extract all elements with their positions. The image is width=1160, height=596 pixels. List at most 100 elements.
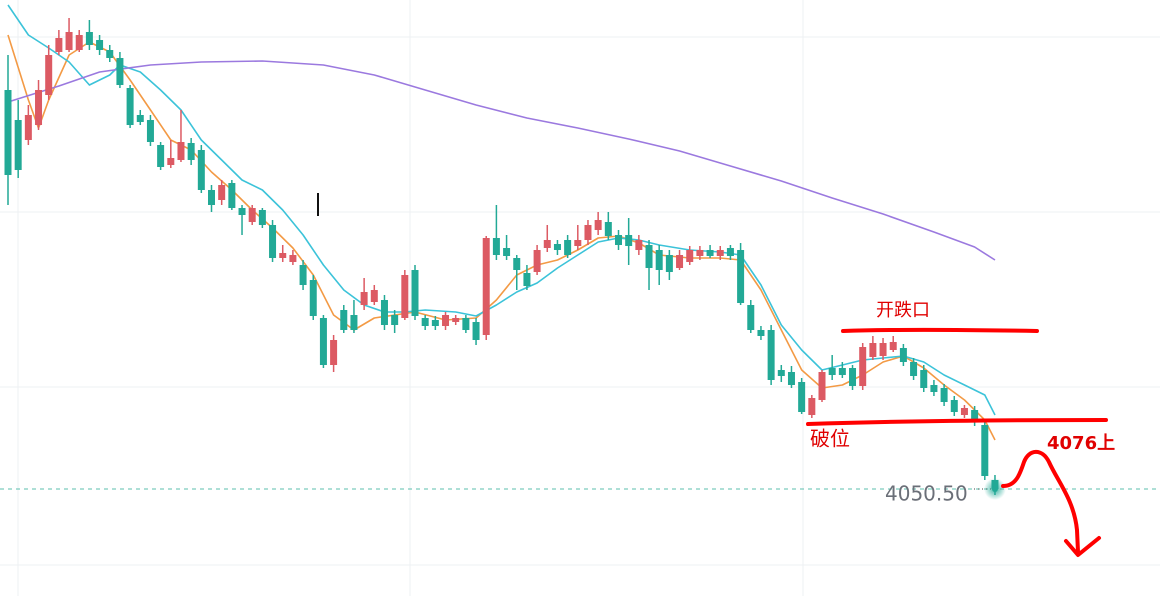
candle-body: [269, 225, 277, 258]
candle-body: [340, 310, 348, 330]
resistance-line: [841, 327, 1039, 333]
candle-body: [849, 368, 857, 386]
candle-body: [564, 240, 572, 255]
candle-body: [380, 300, 388, 325]
candle-body: [492, 238, 500, 255]
candle-body: [767, 330, 775, 380]
candle-body: [981, 425, 989, 476]
candle-body: [431, 320, 439, 326]
candle-body: [889, 342, 897, 350]
candle-body: [4, 90, 12, 175]
candle-body: [197, 150, 205, 190]
candle-body: [879, 343, 887, 356]
candle-body: [65, 32, 73, 50]
candle-body: [513, 258, 521, 270]
candle-body: [930, 385, 938, 392]
candle-body: [696, 250, 704, 256]
candle-body: [950, 400, 958, 412]
arrow-head: [1064, 536, 1101, 557]
candle-body: [146, 120, 154, 142]
candle-body: [716, 250, 724, 256]
candle-body: [248, 208, 256, 222]
arrow: [1001, 449, 1080, 554]
candle-body: [421, 318, 429, 326]
candle-body: [228, 183, 236, 208]
candle-body: [24, 115, 32, 140]
price-label: 4050.50: [885, 482, 968, 506]
candle-body: [55, 38, 63, 52]
support-line: [806, 418, 1108, 426]
candle-body: [747, 305, 755, 330]
moving-average-line: [7, 34, 996, 441]
candle-body: [350, 315, 358, 330]
candle-body: [960, 408, 968, 415]
candle-body: [859, 347, 867, 386]
candle-body: [157, 145, 165, 167]
candle-body: [136, 115, 144, 122]
candle-body: [543, 240, 551, 248]
candle-body: [869, 343, 877, 357]
price-dot: [991, 486, 998, 492]
candle-body: [665, 255, 673, 272]
candle-body: [777, 370, 785, 376]
candle-body: [604, 222, 612, 236]
candle-body: [279, 253, 287, 258]
candle-body: [472, 322, 480, 340]
candle-body: [258, 210, 266, 225]
candle-body: [106, 50, 114, 58]
candle-body: [676, 255, 684, 268]
candle-body: [615, 235, 622, 245]
candle-body: [442, 315, 450, 326]
candle-body: [452, 318, 460, 322]
candle-body: [920, 370, 928, 388]
candle-body: [645, 245, 653, 268]
candle-body: [523, 273, 531, 286]
annotations: 开跌口 破位 4076上: [806, 300, 1115, 557]
candle-body: [553, 244, 561, 250]
candle-body: [899, 348, 907, 362]
candle-body: [787, 372, 795, 385]
annotation: 破位: [810, 427, 850, 451]
candle-body: [737, 250, 745, 303]
candle-body: [208, 190, 215, 205]
candle-body: [838, 368, 846, 375]
annotation: 4076上: [1047, 433, 1115, 454]
candle-body: [726, 248, 734, 256]
candle-body: [533, 250, 541, 272]
candle-body: [686, 250, 694, 262]
moving-average-line: [7, 4, 996, 416]
candle-body: [584, 225, 592, 240]
candle-body: [625, 235, 633, 246]
candle-body: [910, 362, 918, 376]
annotation: 开跌口: [876, 300, 930, 321]
candle-body: [818, 372, 826, 400]
candle-body: [828, 368, 836, 375]
candle-body: [757, 330, 765, 336]
candle-body: [116, 58, 124, 85]
candle-body: [289, 255, 297, 262]
candle-body: [85, 32, 93, 45]
candle-body: [706, 250, 714, 256]
candle-body: [391, 315, 399, 325]
candle-body: [126, 88, 134, 125]
marks: 4050.50: [0, 4, 1160, 506]
moving-average-line: [7, 60, 996, 261]
candle-body: [594, 220, 602, 230]
candle-body: [360, 292, 368, 305]
candle-body: [655, 250, 663, 270]
candle-body: [319, 318, 327, 365]
candle-body: [798, 382, 806, 412]
candle-body: [299, 265, 307, 285]
candle-body: [462, 318, 470, 330]
candle-body: [503, 248, 511, 256]
candle-body: [218, 185, 226, 200]
candle-body: [35, 90, 43, 125]
candle-body: [45, 55, 53, 95]
candle-body: [96, 40, 104, 50]
candle-body: [14, 120, 22, 170]
candle-body: [309, 280, 317, 316]
candle-body: [411, 270, 419, 316]
candle-body: [482, 238, 490, 335]
